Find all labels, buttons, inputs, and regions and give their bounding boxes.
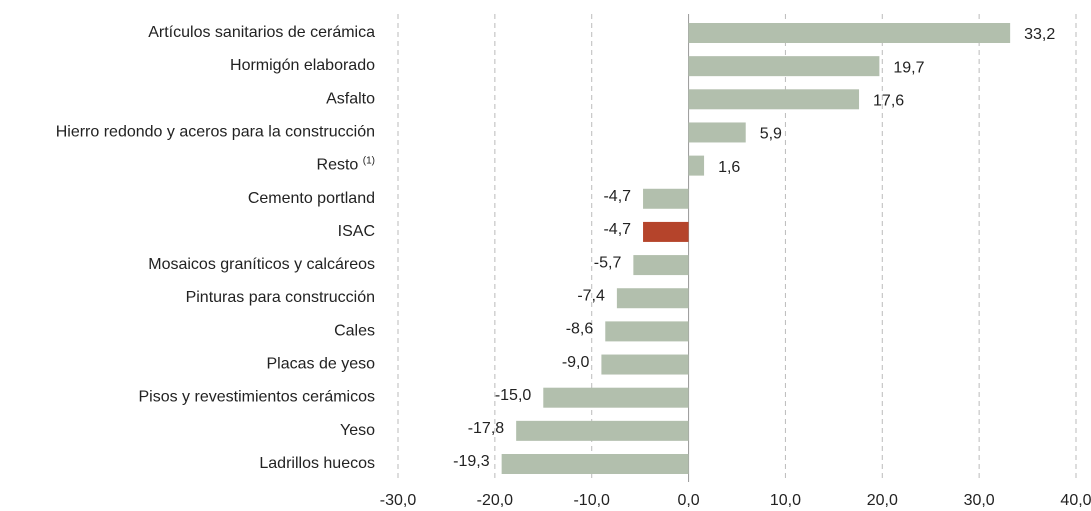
category-text: Hormigón elaborado	[230, 57, 375, 74]
value-label: -4,7	[603, 221, 631, 238]
x-tick-label: -20,0	[477, 492, 514, 509]
bar	[633, 255, 689, 276]
value-label: 33,2	[1024, 26, 1055, 43]
value-label: -19,3	[453, 453, 490, 470]
bar	[543, 387, 689, 408]
category-text: Placas de yeso	[266, 356, 375, 373]
y-tick-label: Artículos sanitarios de cerámica	[148, 24, 375, 41]
y-tick-label: Ladrillos huecos	[259, 455, 375, 472]
value-label: 1,6	[718, 159, 740, 176]
y-tick-label: Cemento portland	[248, 190, 375, 207]
y-tick-label: Yeso	[340, 422, 375, 439]
y-tick-label: Cales	[334, 323, 375, 340]
category-text: Cemento portland	[248, 190, 375, 207]
y-tick-label: Pisos y revestimientos cerámicos	[138, 389, 375, 406]
x-tick-label: 30,0	[964, 492, 995, 509]
x-tick-label: 0,0	[677, 492, 699, 509]
value-label: 19,7	[893, 59, 924, 76]
x-tick-label: -10,0	[573, 492, 610, 509]
category-text: Pisos y revestimientos cerámicos	[138, 389, 375, 406]
y-tick-label: Asfalto	[326, 91, 375, 108]
value-label: -5,7	[594, 254, 622, 271]
category-text: Pinturas para construcción	[186, 289, 375, 306]
value-label: -9,0	[562, 354, 590, 371]
bar	[688, 122, 746, 143]
bar	[616, 288, 689, 309]
value-label: -17,8	[468, 420, 505, 437]
bar	[605, 321, 689, 342]
y-tick-label: Hormigón elaborado	[230, 57, 375, 74]
y-tick-label: Placas de yeso	[266, 356, 375, 373]
x-tick-label: 10,0	[770, 492, 801, 509]
category-text: Hierro redondo y aceros para la construc…	[56, 124, 375, 141]
y-tick-label: ISAC	[338, 223, 375, 240]
y-tick-label: Hierro redondo y aceros para la construc…	[56, 124, 375, 141]
bar	[688, 155, 705, 176]
value-label: 17,6	[873, 93, 904, 110]
y-tick-label: Pinturas para construcción	[186, 289, 375, 306]
category-text: Asfalto	[326, 91, 375, 108]
bar	[643, 221, 689, 242]
x-tick-label: 20,0	[867, 492, 898, 509]
value-label: -8,6	[566, 321, 594, 338]
value-label: -4,7	[603, 188, 631, 205]
category-text: Mosaicos graníticos y calcáreos	[148, 256, 375, 273]
value-label: -15,0	[495, 387, 532, 404]
x-tick-label: 40,0	[1060, 492, 1091, 509]
category-text: Artículos sanitarios de cerámica	[148, 24, 375, 41]
y-tick-label: Resto (1)	[317, 155, 375, 174]
bar	[501, 454, 689, 474]
category-text: Ladrillos huecos	[259, 455, 375, 472]
value-label: -7,4	[577, 287, 605, 304]
category-text: Resto	[317, 157, 359, 174]
bar	[688, 56, 880, 77]
bar	[516, 420, 689, 441]
bar	[601, 354, 689, 375]
bar	[688, 23, 1011, 43]
y-tick-label: Mosaicos graníticos y calcáreos	[148, 256, 375, 273]
category-text: Cales	[334, 323, 375, 340]
x-tick-label: -30,0	[380, 492, 417, 509]
category-note: (1)	[363, 155, 375, 166]
bar	[643, 188, 689, 209]
bar	[688, 89, 860, 110]
category-text: Yeso	[340, 422, 375, 439]
category-text: ISAC	[338, 223, 375, 240]
value-label: 5,9	[760, 126, 782, 143]
